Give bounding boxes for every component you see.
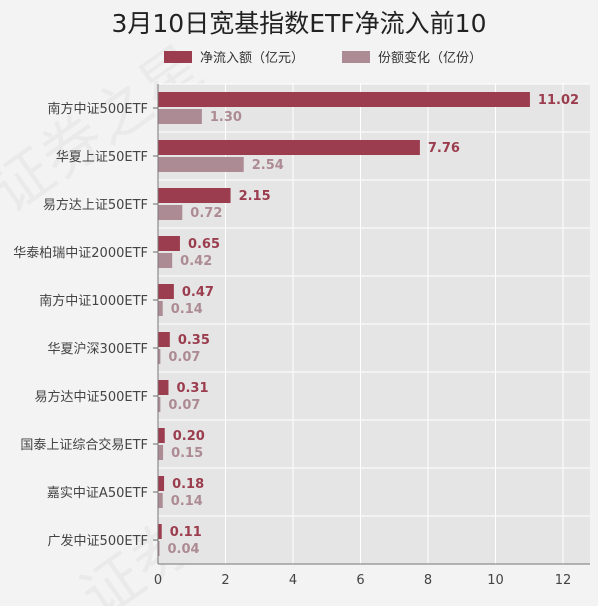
bar-share-change	[158, 445, 164, 460]
bar-share-change	[158, 109, 202, 124]
x-tick-label: 12	[555, 573, 572, 588]
legend-item-shares: 份额变化（亿份）	[342, 47, 482, 66]
legend-swatch-inflow	[164, 50, 192, 63]
bar-net-inflow	[158, 380, 169, 395]
category-label: 广发中证500ETF	[48, 533, 148, 549]
data-label-net-inflow: 7.76	[428, 141, 460, 156]
data-label-share-change: 0.15	[171, 446, 203, 461]
x-tick-label: 2	[221, 573, 229, 588]
legend-swatch-shares	[342, 50, 370, 63]
data-label-net-inflow: 0.35	[178, 333, 210, 348]
bar-share-change	[158, 157, 244, 172]
x-tick-label: 10	[487, 573, 504, 588]
data-label-share-change: 0.07	[168, 350, 200, 365]
data-label-share-change: 0.14	[171, 302, 203, 317]
category-label: 南方中证500ETF	[48, 101, 148, 117]
bar-net-inflow	[158, 524, 162, 539]
data-label-net-inflow: 0.18	[172, 477, 204, 492]
bar-net-inflow	[158, 332, 170, 347]
data-label-share-change: 0.14	[171, 494, 203, 509]
data-label-net-inflow: 0.31	[176, 381, 208, 396]
data-label-net-inflow: 2.15	[239, 189, 271, 204]
x-tick-label: 6	[356, 573, 364, 588]
data-label-net-inflow: 0.20	[173, 429, 205, 444]
legend: 净流入额（亿元） 份额变化（亿份）	[0, 47, 598, 67]
chart-title: 3月10日宽基指数ETF净流入前10	[111, 9, 487, 38]
category-label: 嘉实中证A50ETF	[47, 486, 148, 501]
data-label-net-inflow: 0.65	[188, 237, 220, 252]
data-label-share-change: 0.42	[180, 254, 212, 269]
category-label: 华泰柏瑞中证2000ETF	[13, 246, 148, 261]
bar-share-change	[158, 205, 183, 220]
category-label: 国泰上证综合交易ETF	[20, 437, 148, 453]
x-tick-label: 8	[424, 573, 432, 588]
bar-share-change	[158, 349, 161, 364]
legend-label-shares: 份额变化（亿份）	[378, 51, 483, 66]
bar-share-change	[158, 493, 163, 508]
category-label: 华夏沪深300ETF	[48, 341, 148, 357]
data-label-net-inflow: 11.02	[538, 93, 579, 108]
category-label: 易方达上证50ETF	[43, 197, 148, 213]
data-label-share-change: 1.30	[210, 110, 242, 125]
bar-net-inflow	[158, 284, 174, 299]
data-label-share-change: 0.72	[190, 206, 222, 221]
bar-net-inflow	[158, 188, 231, 203]
x-tick-label: 0	[154, 573, 162, 588]
data-label-share-change: 0.04	[168, 542, 200, 557]
bar-share-change	[158, 301, 163, 316]
legend-label-inflow: 净流入额（亿元）	[200, 51, 305, 66]
bar-net-inflow	[158, 140, 420, 155]
data-label-share-change: 2.54	[252, 158, 284, 173]
x-tick-label: 4	[289, 573, 297, 588]
bar-share-change	[158, 253, 173, 268]
bar-net-inflow	[158, 428, 165, 443]
bar-net-inflow	[158, 92, 530, 107]
category-label: 华夏上证50ETF	[56, 150, 148, 165]
bar-share-change	[158, 541, 160, 556]
data-label-share-change: 0.07	[168, 398, 200, 413]
bar-share-change	[158, 397, 161, 412]
legend-item-inflow: 净流入额（亿元）	[164, 47, 304, 66]
category-label: 南方中证1000ETF	[39, 293, 148, 309]
bar-net-inflow	[158, 476, 165, 491]
data-label-net-inflow: 0.11	[170, 525, 202, 540]
bar-net-inflow	[158, 236, 180, 251]
data-label-net-inflow: 0.47	[182, 285, 214, 300]
category-label: 易方达中证500ETF	[35, 389, 148, 405]
